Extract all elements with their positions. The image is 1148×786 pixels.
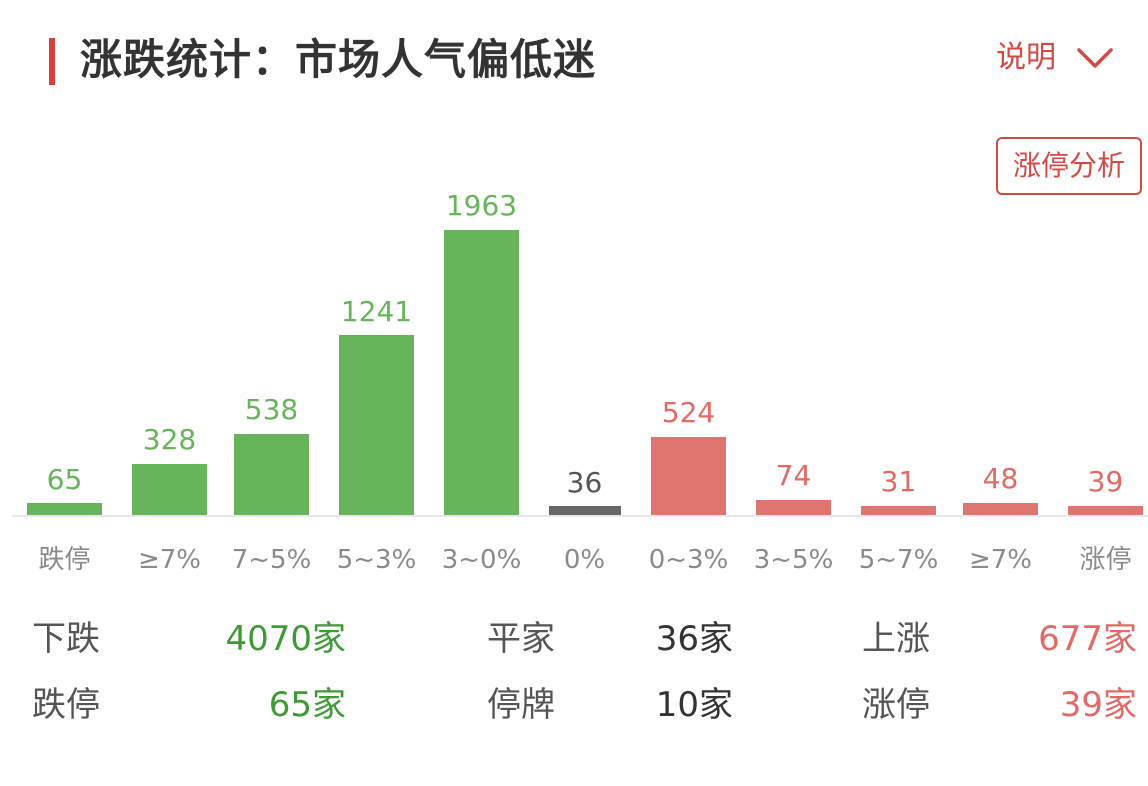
bar-category-label: 涨停: [1079, 545, 1132, 575]
title-accent-bar: [49, 38, 55, 85]
bar-category-label: 3~5%: [753, 545, 834, 575]
chevron-down-icon: [1077, 48, 1113, 68]
explain-toggle[interactable]: 说明: [996, 36, 1114, 80]
bar-category-label: 7~5%: [231, 545, 312, 575]
bar-up-5-7[interactable]: [861, 506, 936, 515]
bar-value: 48: [982, 462, 1019, 495]
bar-down-ge7[interactable]: [132, 464, 207, 515]
bar-value: 538: [244, 393, 299, 426]
explain-label: 说明: [996, 40, 1056, 75]
page-title: 涨跌统计：市场人气偏低迷: [80, 35, 597, 84]
down-value: 4070家: [225, 619, 346, 659]
bar-category-label: 3~0%: [441, 545, 522, 575]
x-axis-baseline: [12, 515, 1148, 517]
bar-limit-up[interactable]: [1068, 506, 1143, 515]
bar-down-5-3[interactable]: [339, 335, 414, 515]
limit-up-label: 涨停: [862, 685, 930, 725]
rise-fall-distribution-chart: 65 328 538 1241 1963 36 524 74 31 48 39 …: [12, 189, 1148, 575]
bar-flat[interactable]: [549, 506, 621, 515]
bar-value: 31: [880, 465, 917, 498]
bar-value: 1963: [445, 189, 518, 222]
up-value: 677家: [1038, 619, 1137, 659]
bar-category-label: 0~3%: [648, 545, 729, 575]
bar-value: 39: [1087, 465, 1124, 498]
bar-category-label: ≥7%: [137, 545, 202, 575]
bar-down-3-0[interactable]: [444, 230, 519, 515]
bar-limit-down[interactable]: [27, 503, 102, 515]
suspended-value: 10家: [655, 685, 733, 725]
down-label: 下跌: [32, 619, 100, 659]
limit-up-analysis-button[interactable]: 涨停分析: [996, 137, 1142, 195]
limit-down-label: 跌停: [32, 685, 100, 725]
bar-category-label: ≥7%: [968, 545, 1033, 575]
suspended-label: 停牌: [487, 685, 555, 725]
bar-up-0-3[interactable]: [651, 437, 726, 515]
bar-value: 74: [775, 459, 812, 492]
bar-value: 1241: [340, 295, 413, 328]
flat-value: 36家: [655, 619, 733, 659]
bar-category-label: 0%: [563, 545, 606, 575]
bar-up-ge7[interactable]: [963, 503, 1038, 515]
bar-up-3-5[interactable]: [756, 500, 831, 515]
bar-value: 328: [142, 423, 197, 456]
bar-value: 65: [46, 463, 83, 496]
bar-category-label: 5~7%: [858, 545, 939, 575]
bar-down-7-5[interactable]: [234, 434, 309, 515]
limit-up-value: 39家: [1059, 685, 1137, 725]
bar-category-label: 5~3%: [336, 545, 417, 575]
flat-label: 平家: [487, 619, 555, 659]
bar-category-label: 跌停: [38, 545, 91, 575]
up-label: 上涨: [862, 619, 930, 659]
bar-value: 524: [661, 396, 716, 429]
bar-value: 36: [566, 466, 603, 499]
limit-down-value: 65家: [268, 685, 346, 725]
